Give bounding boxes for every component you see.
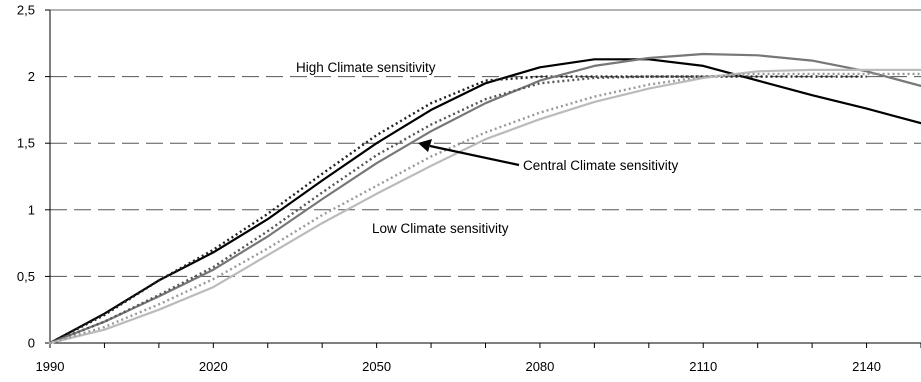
x-tick-label: 2050	[362, 359, 391, 374]
annotation-arrow	[429, 144, 520, 167]
y-tick-label: 2	[28, 69, 35, 84]
annotation-arrowhead	[418, 139, 432, 152]
annotations: High Climate sensitivity Central Climate…	[296, 60, 679, 236]
y-tick-label: 0,5	[17, 269, 35, 284]
axes	[45, 9, 921, 348]
grid-lines	[50, 76, 921, 277]
annotation-high-sensitivity: High Climate sensitivity	[296, 60, 436, 75]
series-line-3	[48, 52, 921, 345]
x-tick-label: 2140	[852, 359, 881, 374]
series-lines	[48, 52, 921, 345]
y-tick-label: 2,5	[17, 3, 35, 18]
x-tick-labels: 1990 2020 2050 2080 2110 2140	[36, 359, 881, 374]
series-line-6	[49, 72, 921, 345]
series-line-1	[48, 58, 921, 345]
x-tick-label: 1990	[36, 359, 65, 374]
y-tick-label: 1	[28, 202, 35, 217]
y-tick-labels: 0 0,5 1 1,5 2 2,5	[17, 3, 35, 351]
x-tick-label: 2020	[199, 359, 228, 374]
x-tick-label: 2110	[689, 359, 717, 374]
y-tick-label: 1,5	[17, 136, 35, 151]
annotation-central-sensitivity: Central Climate sensitivity	[523, 158, 679, 173]
annotation-low-sensitivity: Low Climate sensitivity	[372, 221, 509, 236]
series-line-2	[49, 75, 867, 345]
y-tick-label: 0	[28, 336, 35, 351]
x-tick-label: 2080	[525, 359, 554, 374]
series-line-5	[48, 68, 921, 345]
